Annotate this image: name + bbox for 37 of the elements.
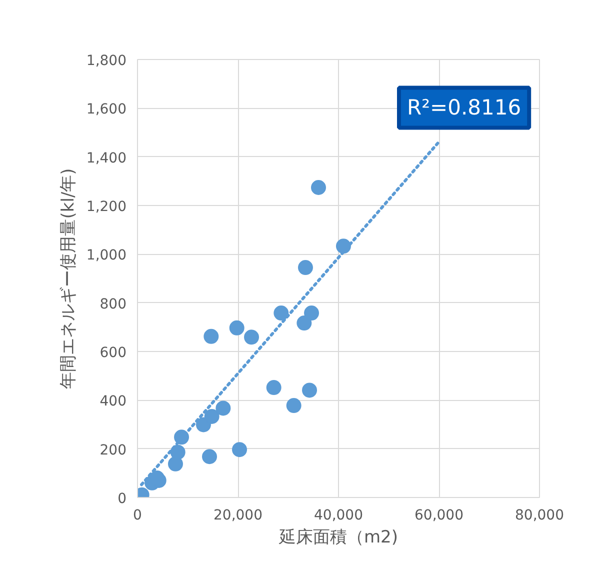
y-tick-label: 0 [118, 491, 127, 507]
point [202, 449, 218, 464]
point [296, 316, 312, 331]
point [302, 382, 318, 398]
point [204, 408, 220, 424]
point [304, 306, 320, 321]
point [229, 320, 244, 336]
point [274, 306, 289, 321]
y-tick-label: 400 [100, 394, 127, 410]
y-tick-label: 1,000 [86, 248, 127, 264]
x-tick-label: 20,000 [214, 508, 263, 524]
x-tick-label: 80,000 [515, 508, 564, 524]
y-tick-label: 1,400 [86, 150, 127, 166]
point [170, 444, 186, 460]
y-tick-label: 1,600 [86, 102, 127, 118]
point [286, 398, 302, 414]
point [168, 456, 183, 472]
point [174, 430, 190, 445]
x-tick-label: 40,000 [314, 508, 364, 524]
point [311, 180, 326, 195]
annotation: R²=0.8116 [407, 96, 522, 120]
point [216, 400, 231, 416]
y-tick-label: 200 [100, 442, 127, 458]
point [298, 260, 313, 276]
point [266, 380, 282, 395]
y-tick-label: 600 [100, 345, 127, 361]
x-axis-title: 延床面積（m2) [278, 528, 398, 548]
y-axis-title: 年間エネルギー使用量(kl/年) [58, 168, 78, 389]
point [336, 238, 351, 254]
point [244, 330, 260, 345]
point [204, 328, 219, 344]
y-tick-label: 800 [100, 296, 127, 312]
y-tick-label: 1,200 [86, 199, 127, 215]
x-tick-label: 60,000 [414, 508, 464, 524]
x-tick-label: 0 [133, 508, 142, 524]
y-tick-label: 1,800 [86, 53, 127, 69]
point [232, 442, 248, 458]
